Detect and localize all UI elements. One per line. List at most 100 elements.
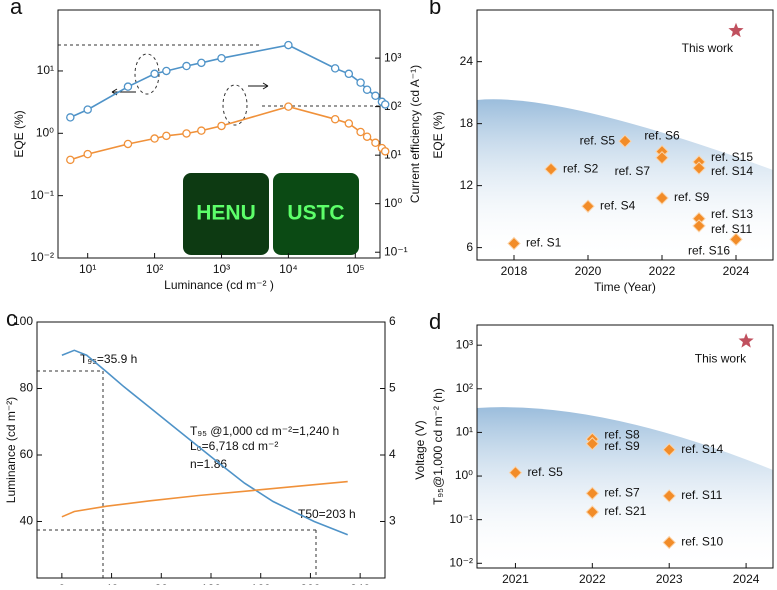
x-tick-label: 10³: [213, 262, 230, 276]
point-label: This work: [695, 351, 747, 365]
point-marker: [362, 85, 372, 94]
y2-tick-label: 10³: [384, 50, 401, 64]
point-marker: [217, 121, 226, 131]
point-marker: [83, 149, 92, 159]
point-label: ref. S2: [563, 161, 599, 175]
point-label: ref. S15: [711, 150, 753, 164]
point-marker: [330, 64, 340, 73]
y2-tick-label: 10⁻¹: [384, 244, 408, 258]
y2-tick-label: 3: [389, 514, 396, 528]
point-label: ref. S9: [604, 439, 640, 453]
y-tick-label: 18: [460, 116, 474, 130]
point-label: ref. S14: [681, 442, 723, 456]
point-marker: [66, 113, 75, 122]
x-tick-label: 10²: [146, 262, 163, 276]
point-marker: [380, 147, 390, 156]
point-label: ref. S11: [681, 488, 722, 502]
x-tick-label: 10⁵: [346, 262, 364, 276]
y-tick-label: 10⁻²: [30, 250, 54, 264]
y-axis-label: T₉₅@1,000 cd m⁻² (h): [431, 388, 445, 505]
diamond-marker: [544, 162, 558, 176]
inset-text: USTC: [287, 202, 344, 225]
y-axis-label: EQE (%): [12, 110, 26, 157]
x-axis-label: Luminance (cd m⁻² ): [164, 278, 274, 292]
point-label: ref. S5: [527, 465, 563, 479]
diamond-marker: [585, 505, 600, 519]
point-marker: [150, 134, 159, 143]
y-tick-label: 10¹: [37, 63, 54, 77]
y2-axis-label: Current efficiency (cd A⁻¹): [408, 65, 422, 203]
inset-text: HENU: [196, 202, 256, 225]
panel-label: d: [429, 309, 441, 334]
x-tick-label: 2018: [501, 264, 528, 278]
point-marker: [371, 91, 380, 101]
y-tick-label: 10⁰: [455, 468, 473, 482]
panel-label: b: [429, 0, 441, 19]
point-marker: [123, 139, 133, 149]
point-label: ref. S4: [600, 198, 636, 212]
point-label: ref. S10: [681, 535, 723, 549]
point-marker: [344, 69, 354, 79]
star-marker: [738, 333, 754, 348]
point-label: ref. S9: [674, 190, 710, 204]
star-marker: [728, 22, 744, 38]
point-marker: [83, 105, 92, 114]
point-marker: [371, 138, 380, 148]
point-label: ref. S8: [604, 427, 640, 441]
y-tick-label: 10⁻¹: [30, 188, 54, 202]
panel-label: a: [10, 0, 23, 19]
plot-frame: [57, 9, 381, 259]
diamond-marker: [729, 232, 743, 247]
point-marker: [380, 100, 390, 109]
y-tick-label: 12: [460, 178, 474, 192]
series-line: [61, 480, 348, 518]
point-marker: [182, 129, 191, 138]
diamond-marker: [692, 161, 706, 175]
point-label: ref. S14: [711, 164, 753, 178]
point-label: ref. S6: [644, 129, 680, 143]
y-tick-label: 10²: [456, 381, 473, 395]
point-label: ref. S16: [688, 244, 730, 258]
point-marker: [66, 155, 75, 165]
point-marker: [362, 132, 372, 141]
point-label: ref. S11: [711, 222, 752, 236]
point-marker: [162, 131, 171, 141]
x-tick-label: 2022: [649, 264, 676, 278]
plot-frame: [476, 324, 774, 569]
panel-label: c: [6, 306, 17, 331]
point-marker: [284, 40, 293, 50]
y2-tick-label: 10⁰: [384, 196, 402, 210]
y-tick-label: 100: [13, 314, 33, 328]
x-tick-label: 2024: [733, 572, 760, 585]
point-marker: [356, 78, 365, 87]
point-marker: [182, 61, 191, 71]
y-tick-label: 10⁰: [36, 125, 54, 139]
y2-tick-label: 6: [389, 314, 396, 328]
y-tick-label: 10⁻²: [449, 555, 473, 569]
x-tick-label: 2020: [575, 264, 602, 278]
x-tick-label: 10¹: [79, 262, 96, 276]
point-marker: [197, 126, 206, 135]
series-line: [70, 105, 386, 161]
annotation: T50=203 h: [298, 507, 356, 521]
point-label: ref. S21: [604, 504, 646, 518]
point-marker: [344, 119, 354, 128]
diamond-marker: [662, 535, 676, 550]
diamond-marker: [507, 236, 521, 251]
y-tick-label: 24: [460, 54, 474, 68]
series-line: [69, 44, 386, 119]
annotation: T₉₅ @1,000 cd m⁻²=1,240 h: [190, 424, 339, 438]
diamond-marker: [585, 437, 600, 451]
diamond-marker: [662, 443, 676, 457]
x-tick-label: 2021: [502, 572, 529, 585]
y-axis-label: Luminance (cd m⁻²): [4, 397, 18, 503]
point-label: ref. S13: [711, 207, 753, 221]
y-tick-label: 60: [20, 447, 34, 461]
y-tick-label: 10⁻¹: [449, 512, 473, 526]
y2-tick-label: 5: [389, 381, 396, 395]
annotation: T₉₅=35.9 h: [80, 352, 137, 366]
diamond-marker: [508, 465, 523, 480]
point-label: ref. S7: [604, 486, 640, 500]
diamond-marker: [662, 489, 676, 503]
